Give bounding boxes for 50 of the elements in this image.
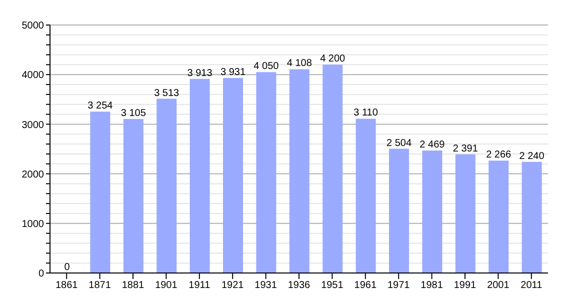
data-label: 4 050 (254, 61, 280, 72)
data-label: 2 391 (452, 143, 478, 154)
data-label: 4 108 (286, 58, 312, 70)
data-label: 2 240 (519, 150, 545, 162)
bar (389, 148, 409, 273)
data-label: 3 931 (220, 67, 246, 78)
data-label: 3 110 (354, 108, 378, 119)
y-tick-label: 4000 (22, 70, 44, 82)
x-tick-label: 1936 (288, 280, 311, 292)
bar (190, 78, 210, 273)
data-label: 3 913 (187, 68, 213, 79)
data-label: 2 266 (486, 150, 512, 161)
x-tick-label: 2011 (520, 280, 543, 292)
x-tick-label: 1871 (88, 280, 112, 292)
data-label: 0 (64, 262, 70, 273)
bar (422, 150, 442, 273)
data-label: 3 513 (154, 88, 180, 99)
bar (289, 69, 310, 273)
x-tick-label: 1861 (55, 280, 78, 292)
x-tick-label: 1881 (122, 280, 145, 292)
y-tick-label: 5000 (22, 20, 44, 32)
data-label: 2 469 (420, 140, 446, 151)
y-tick-label: 0 (38, 268, 44, 280)
bar (522, 162, 542, 273)
bar (322, 64, 343, 273)
y-tick-label: 1000 (22, 218, 44, 230)
data-label: 3 105 (120, 108, 146, 119)
data-label: 3 254 (88, 100, 114, 112)
data-label: 4 200 (320, 54, 346, 65)
bar (488, 160, 509, 273)
bar (90, 112, 110, 273)
bar (455, 154, 476, 273)
x-tick-label: 1951 (321, 280, 344, 292)
x-tick-label: 1921 (221, 280, 244, 292)
bar (123, 118, 144, 273)
bar (356, 118, 376, 273)
x-tick-label: 1981 (420, 280, 444, 292)
x-tick-label: 1961 (354, 280, 377, 292)
bar (223, 78, 243, 273)
y-tick-label: 3000 (22, 120, 44, 131)
x-tick-label: 1911 (188, 280, 211, 292)
data-label: 2 504 (386, 138, 412, 149)
x-tick-label: 1931 (254, 280, 278, 292)
bar (156, 98, 177, 273)
x-tick-label: 1901 (155, 280, 178, 292)
x-tick-label: 2001 (487, 280, 510, 292)
bar (256, 72, 276, 273)
x-tick-label: 1971 (387, 280, 410, 292)
x-tick-label: 1991 (454, 280, 477, 292)
y-tick-label: 2000 (22, 169, 44, 180)
